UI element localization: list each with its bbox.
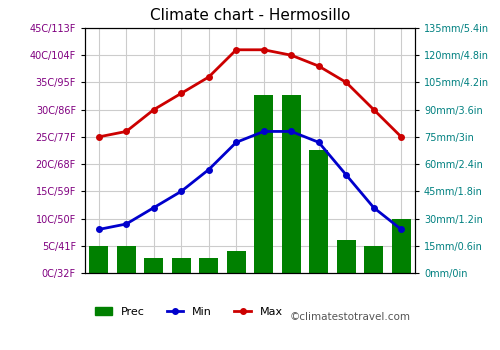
Bar <box>199 259 218 273</box>
Legend: Prec, Min, Max: Prec, Min, Max <box>90 302 288 321</box>
Bar <box>336 240 356 273</box>
Bar <box>89 246 108 273</box>
Bar <box>144 259 164 273</box>
Bar <box>282 95 301 273</box>
Bar <box>309 149 328 273</box>
Bar <box>116 246 136 273</box>
Bar <box>392 218 411 273</box>
Title: Climate chart - Hermosillo: Climate chart - Hermosillo <box>150 8 350 23</box>
Bar <box>226 251 246 273</box>
Text: ©climatestotravel.com: ©climatestotravel.com <box>290 312 410 322</box>
Bar <box>364 246 384 273</box>
Bar <box>172 259 191 273</box>
Bar <box>254 95 274 273</box>
